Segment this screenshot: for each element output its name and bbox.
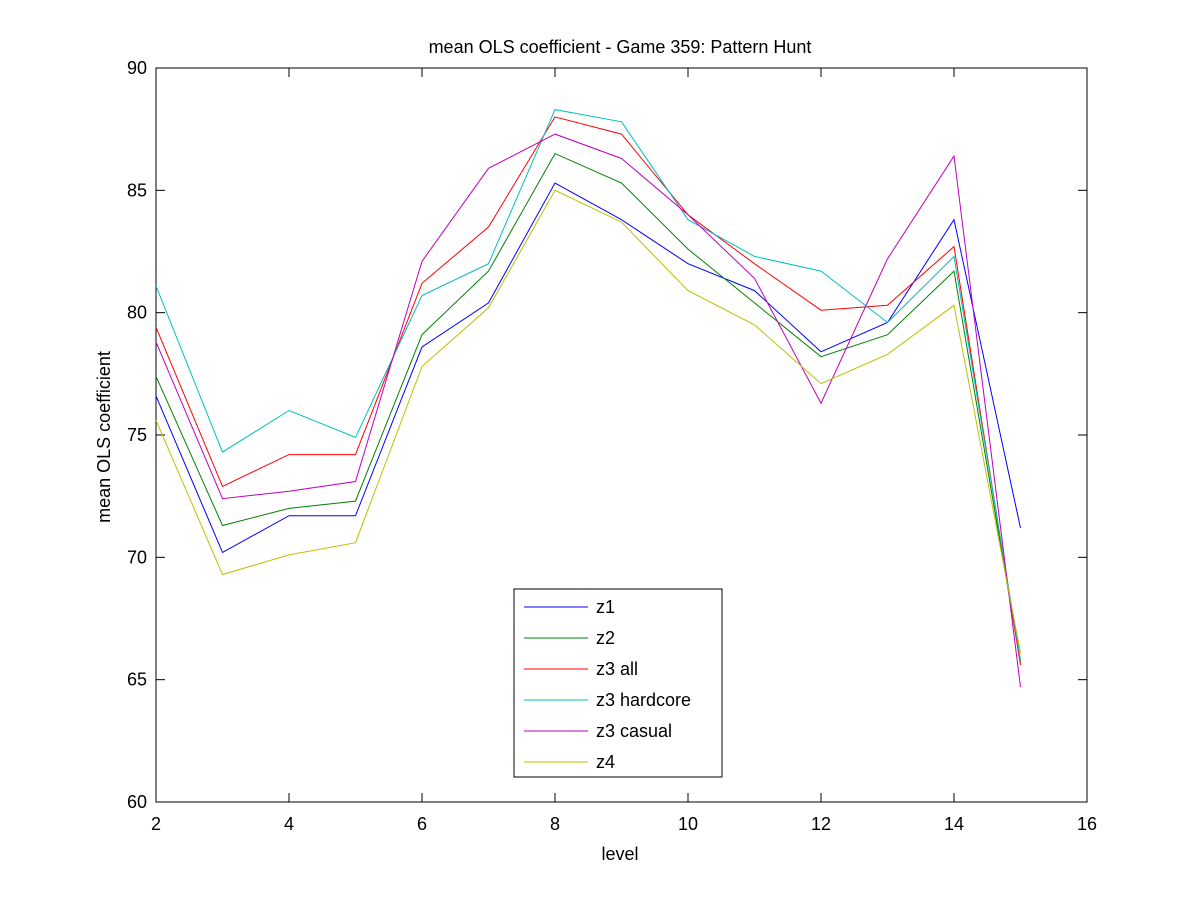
y-axis-title: mean OLS coefficient: [94, 351, 114, 523]
legend-label: z3 hardcore: [596, 690, 691, 710]
x-tick-label: 6: [417, 814, 427, 834]
x-tick-label: 12: [811, 814, 831, 834]
legend-label: z1: [596, 597, 615, 617]
x-tick-label: 2: [151, 814, 161, 834]
y-tick-label: 70: [127, 547, 147, 567]
legend-box: [513, 588, 723, 778]
series-line-z2: [155, 152, 1021, 663]
y-tick-label: 80: [127, 303, 147, 323]
y-tick-label: 90: [127, 58, 147, 78]
series-line-z4: [155, 189, 1021, 653]
series-line-z1: [155, 182, 1021, 554]
series-line-z3-all: [155, 116, 1021, 666]
x-tick-label: 10: [678, 814, 698, 834]
series-line-z3-hardcore: [155, 109, 1021, 661]
legend-label: z3 all: [596, 659, 638, 679]
y-tick-label: 85: [127, 180, 147, 200]
x-tick-label: 8: [550, 814, 560, 834]
x-tick-label: 4: [284, 814, 294, 834]
y-tick-label: 60: [127, 792, 147, 812]
chart-title: mean OLS coefficient - Game 359: Pattern…: [429, 37, 812, 57]
legend-label: z4: [596, 752, 615, 772]
y-tick-label: 65: [127, 670, 147, 690]
x-tick-label: 14: [944, 814, 964, 834]
y-tick-label: 75: [127, 425, 147, 445]
x-tick-label: 16: [1077, 814, 1097, 834]
x-axis-title: level: [601, 844, 638, 864]
legend-label: z3 casual: [596, 721, 672, 741]
axis-ticks: 2 4 6 8 10 12 14 16 60 65 70 75 80 85 90: [127, 58, 1097, 834]
series-line-z3-casual: [155, 133, 1021, 688]
series-lines: [155, 109, 1021, 688]
legend: z1 z2 z3 all z3 hardcore z3 casual z4: [513, 588, 723, 778]
legend-label: z2: [596, 628, 615, 648]
